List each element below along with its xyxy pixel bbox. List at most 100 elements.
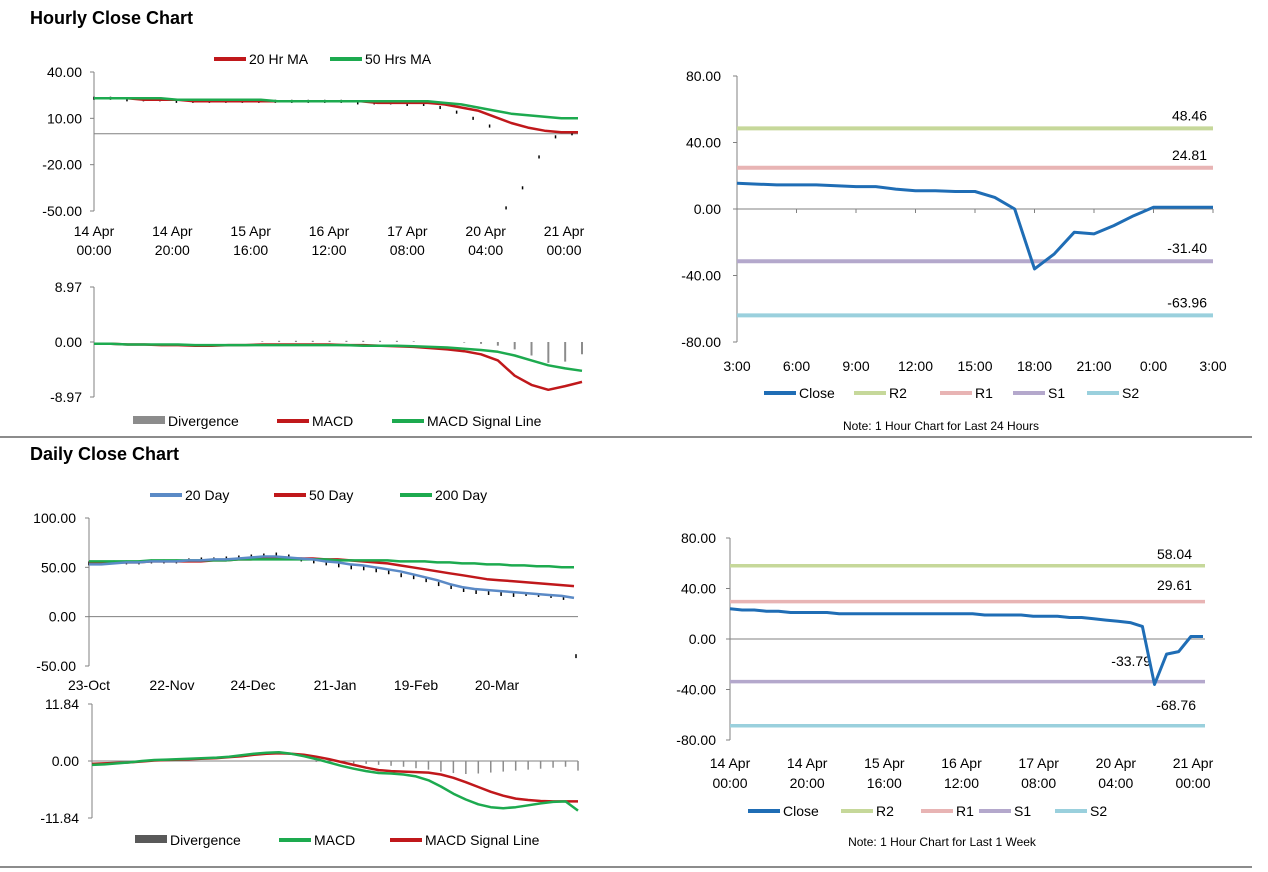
- hourly-pivot-s2-label: -63.96: [1167, 294, 1207, 310]
- daily-price-xtick-label: 23-Oct: [68, 677, 110, 693]
- daily-pivot-xtick-label: 15 Apr: [864, 755, 905, 771]
- hourly-price-xtick-label: 20:00: [155, 242, 190, 258]
- daily-section-title: Daily Close Chart: [30, 444, 180, 464]
- hourly-macd-signal-line: [94, 342, 583, 373]
- hourly-pivot-xtick-label: 15:00: [957, 358, 992, 374]
- daily-pivot-close-line: [729, 607, 1203, 686]
- hourly-price-ytick-label: -50.00: [42, 203, 82, 219]
- daily-pivot-s1-label: -33.79: [1111, 653, 1151, 669]
- daily-200day-legend-label: 200 Day: [435, 487, 487, 503]
- hourly-pivot-s1-legend-label: S1: [1048, 385, 1065, 401]
- daily-pivot-r1-label: 29.61: [1157, 577, 1192, 593]
- daily-pivot-xtick-label: 04:00: [1098, 775, 1133, 791]
- hourly-pivot-note: Note: 1 Hour Chart for Last 24 Hours: [843, 419, 1039, 433]
- daily-pivot-ytick-label: -80.00: [676, 732, 716, 748]
- daily-divergence-legend-label: Divergence: [170, 832, 241, 848]
- hourly-pivot-ytick-label: -80.00: [681, 334, 721, 350]
- daily-pivot-s2-legend-label: S2: [1090, 803, 1107, 819]
- hourly-price-xtick-label: 20 Apr: [465, 223, 506, 239]
- hourly-price-ytick-label: 40.00: [47, 64, 82, 80]
- daily-divergence-legend-swatch: [135, 835, 167, 843]
- daily-price-ytick-label: 0.00: [49, 609, 76, 625]
- daily-macd-ytick-label: 0.00: [52, 753, 79, 769]
- hourly-pivot-close-line: [736, 181, 1213, 271]
- daily-price-xtick-label: 19-Feb: [394, 677, 439, 693]
- hourly-price-ytick-label: 10.00: [47, 110, 82, 126]
- daily-price-xtick-label: 22-Nov: [149, 677, 194, 693]
- hourly-pivot-xtick-label: 9:00: [842, 358, 869, 374]
- hourly-pivot-xtick-label: 3:00: [1199, 358, 1226, 374]
- daily-macd-line: [91, 751, 579, 812]
- hourly-price-xtick-label: 16:00: [233, 242, 268, 258]
- hourly-pivot-ytick-label: 80.00: [686, 68, 721, 84]
- section-divider: [0, 436, 1252, 438]
- hourly-price-xtick-label: 15 Apr: [230, 223, 271, 239]
- daily-pivot-xtick-label: 00:00: [712, 775, 747, 791]
- daily-pivot-close-legend-label: Close: [783, 803, 819, 819]
- daily-pivot-s2-label: -68.76: [1156, 697, 1196, 713]
- hourly-price-xtick-label: 17 Apr: [387, 223, 428, 239]
- daily-pivot-xtick-label: 20:00: [790, 775, 825, 791]
- hourly-pivot-r1-legend-label: R1: [975, 385, 993, 401]
- hourly-macd-signal-legend-label: MACD Signal Line: [427, 413, 542, 429]
- daily-price-ytick-label: 100.00: [33, 510, 76, 526]
- hourly-pivot-ytick-label: 40.00: [686, 135, 721, 151]
- daily-pivot-ytick-label: 0.00: [689, 631, 716, 647]
- hourly-macd-ytick-label: 8.97: [55, 279, 82, 295]
- hourly-pivot-r2-legend-label: R2: [889, 385, 907, 401]
- daily-20day-line: [89, 555, 575, 600]
- hourly-pivot-xtick-label: 12:00: [898, 358, 933, 374]
- hourly-pivot-close-legend-label: Close: [799, 385, 835, 401]
- hourly-pivot-xtick-label: 21:00: [1076, 358, 1111, 374]
- hourly-20hr-ma-legend-label: 20 Hr MA: [249, 51, 309, 67]
- bottom-divider: [0, 866, 1252, 868]
- hourly-pivot-s1-label: -31.40: [1167, 240, 1207, 256]
- hourly-pivot-ytick-label: 0.00: [694, 201, 721, 217]
- hourly-macd-ytick-label: -8.97: [50, 389, 82, 405]
- daily-pivot-xtick-label: 21 Apr: [1173, 755, 1214, 771]
- hourly-20hr-ma-line: [94, 97, 578, 134]
- hourly-price-xtick-label: 14 Apr: [152, 223, 193, 239]
- hourly-price-ytick-label: -20.00: [42, 157, 82, 173]
- daily-price-xtick-label: 24-Dec: [230, 677, 275, 693]
- hourly-pivot-r1-label: 24.81: [1172, 147, 1207, 163]
- daily-price-ytick-label: 50.00: [41, 559, 76, 575]
- hourly-pivot-r2-label: 48.46: [1172, 107, 1207, 123]
- hourly-pivot-xtick-label: 3:00: [723, 358, 750, 374]
- hourly-macd-ytick-label: 0.00: [55, 334, 82, 350]
- daily-pivot-xtick-label: 14 Apr: [787, 755, 828, 771]
- daily-pivot-s1-legend-label: S1: [1014, 803, 1031, 819]
- daily-pivot-xtick-label: 12:00: [944, 775, 979, 791]
- daily-pivot-r2-legend-label: R2: [876, 803, 894, 819]
- daily-20day-legend-label: 20 Day: [185, 487, 229, 503]
- daily-macd-ytick-label: 11.84: [45, 696, 79, 712]
- daily-pivot-ytick-label: -40.00: [676, 682, 716, 698]
- hourly-pivot-xtick-label: 18:00: [1017, 358, 1052, 374]
- daily-pivot-xtick-label: 16 Apr: [941, 755, 982, 771]
- hourly-price-xtick-label: 16 Apr: [309, 223, 350, 239]
- hourly-macd-legend-label: MACD: [312, 413, 353, 429]
- daily-pivot-xtick-label: 16:00: [867, 775, 902, 791]
- daily-pivot-xtick-label: 20 Apr: [1096, 755, 1137, 771]
- hourly-price-xtick-label: 12:00: [311, 242, 346, 258]
- hourly-section-title: Hourly Close Chart: [30, 8, 194, 28]
- daily-pivot-r1-legend-label: R1: [956, 803, 974, 819]
- daily-price-xtick-label: 20-Mar: [475, 677, 520, 693]
- daily-pivot-xtick-label: 08:00: [1021, 775, 1056, 791]
- hourly-price-xtick-label: 14 Apr: [74, 223, 115, 239]
- daily-pivot-xtick-label: 17 Apr: [1018, 755, 1059, 771]
- hourly-pivot-ytick-label: -40.00: [681, 268, 721, 284]
- daily-pivot-note: Note: 1 Hour Chart for Last 1 Week: [848, 835, 1037, 849]
- daily-pivot-xtick-label: 14 Apr: [710, 755, 751, 771]
- daily-macd-legend-label: MACD: [314, 832, 355, 848]
- hourly-price-xtick-label: 21 Apr: [544, 223, 585, 239]
- hourly-price-xtick-label: 00:00: [76, 242, 111, 258]
- hourly-pivot-xtick-label: 6:00: [783, 358, 810, 374]
- hourly-50hr-ma-legend-label: 50 Hrs MA: [365, 51, 432, 67]
- daily-macd-signal-legend-label: MACD Signal Line: [425, 832, 540, 848]
- hourly-price-xtick-label: 00:00: [546, 242, 581, 258]
- hourly-macd-line: [94, 342, 583, 392]
- daily-price-xtick-label: 21-Jan: [314, 677, 357, 693]
- daily-pivot-ytick-label: 80.00: [681, 530, 716, 546]
